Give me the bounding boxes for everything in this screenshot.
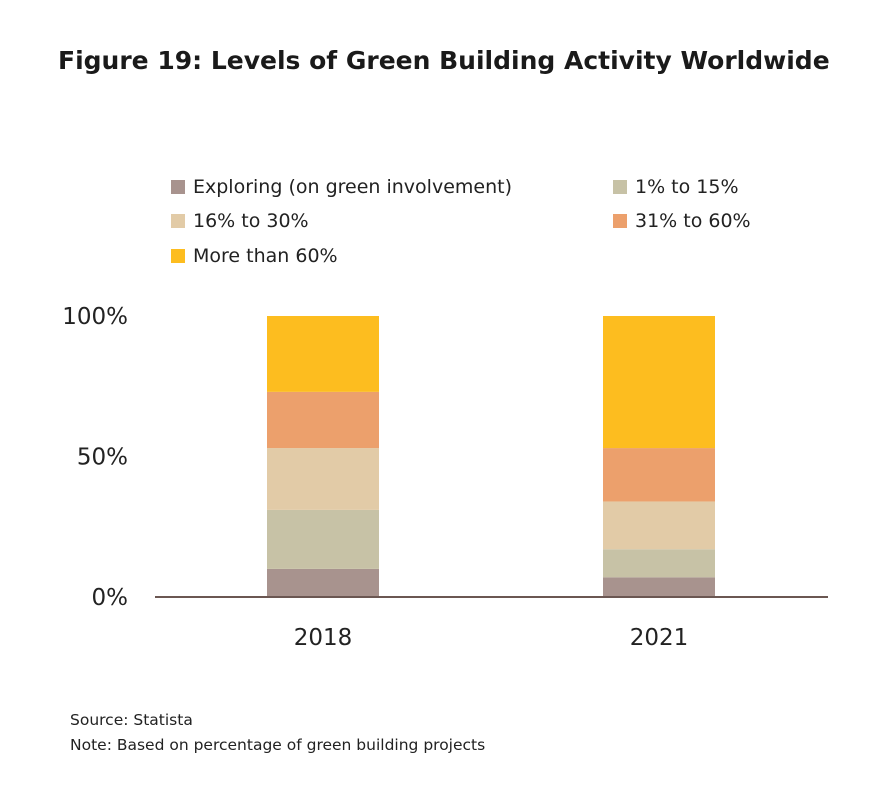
bar-segment — [603, 549, 715, 578]
bar-segment — [267, 509, 379, 569]
legend-label: 1% to 15% — [635, 176, 739, 198]
bar-segment — [603, 316, 715, 449]
y-tick-label: 0% — [92, 585, 129, 611]
chart-title: Figure 19: Levels of Green Building Acti… — [58, 46, 830, 75]
legend-item-exploring: Exploring (on green involvement) — [171, 176, 512, 198]
legend-swatch — [613, 214, 627, 228]
bar-segment — [267, 568, 379, 597]
legend-swatch — [613, 180, 627, 194]
y-tick-label: 100% — [62, 304, 128, 330]
bar-segment — [603, 448, 715, 502]
legend: Exploring (on green involvement) 1% to 1… — [0, 0, 870, 280]
source-note: Source: Statista — [70, 711, 193, 729]
bar-segment — [603, 501, 715, 550]
bar-segment — [267, 316, 379, 392]
legend-item-1-15: 1% to 15% — [613, 176, 739, 198]
legend-label: 31% to 60% — [635, 210, 751, 232]
legend-label: Exploring (on green involvement) — [193, 176, 512, 198]
chart-notes: Source: Statista Note: Based on percenta… — [70, 708, 485, 758]
bar-segment — [267, 448, 379, 510]
footnote: Note: Based on percentage of green build… — [70, 736, 486, 754]
legend-swatch — [171, 180, 185, 194]
bar-segment — [603, 577, 715, 597]
x-tick-label: 2021 — [630, 625, 689, 651]
legend-swatch — [171, 214, 185, 228]
legend-label: 16% to 30% — [193, 210, 309, 232]
legend-item-more-than-60: More than 60% — [171, 245, 338, 267]
x-tick-label: 2018 — [294, 625, 353, 651]
legend-label: More than 60% — [193, 245, 338, 267]
legend-item-16-30: 16% to 30% — [171, 210, 309, 232]
legend-swatch — [171, 249, 185, 263]
bar-segment — [267, 391, 379, 449]
legend-item-31-60: 31% to 60% — [613, 210, 751, 232]
y-tick-label: 50% — [77, 445, 128, 471]
